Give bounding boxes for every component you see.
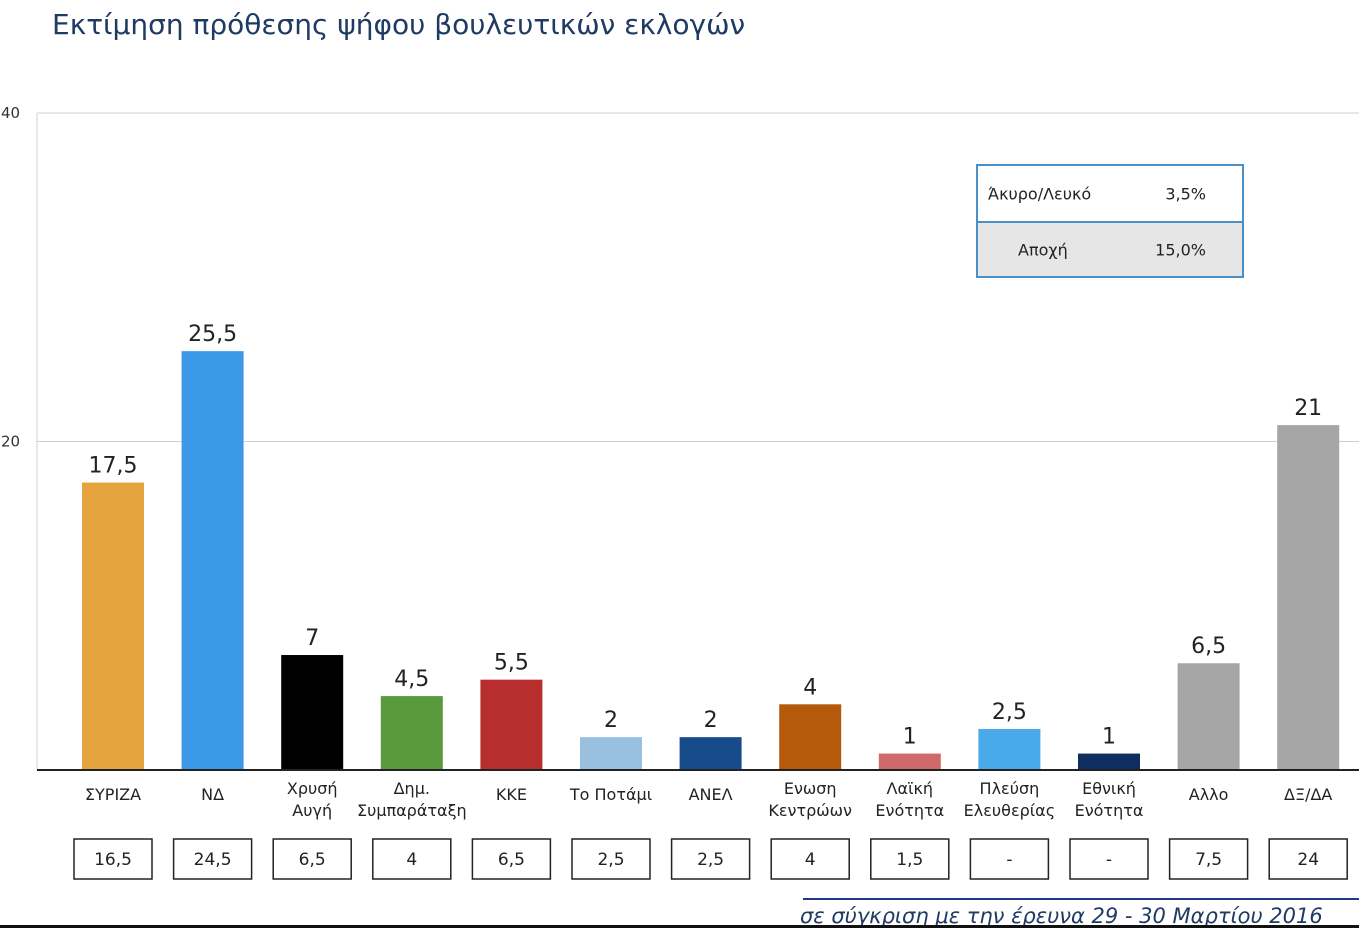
- comparison-value: 1,5: [896, 850, 923, 870]
- bar-value-label: 1: [903, 725, 917, 750]
- category-label: ΝΔ: [201, 785, 224, 804]
- bar-value-label: 21: [1294, 396, 1322, 421]
- comparison-box: [969, 838, 1050, 880]
- footnote-divider: [803, 898, 1359, 900]
- category-label: Ενωση Κεντρώων: [768, 779, 852, 820]
- bar: [281, 655, 344, 770]
- bar: [181, 351, 244, 770]
- info-label: Άκυρο/Λευκό: [988, 184, 1092, 203]
- comparison-box: [670, 838, 751, 880]
- comparison-box: [272, 838, 352, 880]
- bar: [1078, 753, 1140, 770]
- info-value: 15,0%: [1155, 240, 1206, 259]
- comparison-box: [471, 838, 552, 880]
- bar-value-label: 1: [1102, 725, 1116, 750]
- info-label: Αποχή: [1018, 240, 1068, 259]
- comparison-box: [770, 838, 850, 880]
- comparison-box: [571, 838, 651, 880]
- comparison-box: [1069, 838, 1149, 880]
- bar: [1277, 425, 1340, 770]
- comparison-value: 4: [805, 850, 816, 870]
- info-row-invalid: Άκυρο/Λευκό 3,5%: [978, 166, 1242, 223]
- comparison-value: 7,5: [1195, 850, 1222, 870]
- comparison-value: 4: [406, 850, 417, 870]
- info-box: Άκυρο/Λευκό 3,5% Αποχή 15,0%: [976, 164, 1244, 278]
- info-value: 3,5%: [1165, 184, 1206, 203]
- bar: [580, 737, 642, 770]
- comparison-box: [1268, 838, 1348, 880]
- bar: [978, 728, 1041, 770]
- footnote: σε σύγκριση με την έρευνα 29 - 30 Μαρτίο…: [800, 904, 1323, 928]
- category-label: ΚΚΕ: [496, 785, 527, 804]
- category-label: Εθνική Ενότητα: [1075, 779, 1144, 820]
- bar-value-label: 6,5: [1191, 634, 1226, 659]
- category-label: Λαϊκή Ενότητα: [875, 779, 944, 820]
- comparison-box: [870, 838, 950, 880]
- category-label: Χρυσή Αυγή: [287, 779, 338, 820]
- bar-value-label: 5,5: [494, 651, 529, 676]
- category-label: Το Ποτάμι: [569, 785, 652, 804]
- comparison-value: 2,5: [597, 850, 624, 870]
- bar: [1177, 663, 1240, 770]
- comparison-value: 2,5: [697, 850, 724, 870]
- bar: [679, 737, 742, 770]
- category-label: Πλεύση Ελευθερίας: [964, 779, 1055, 820]
- category-label: ΑΝΕΛ: [689, 785, 733, 804]
- bar: [480, 679, 543, 770]
- comparison-value: -: [1006, 850, 1012, 870]
- bar-value-label: 25,5: [188, 322, 237, 347]
- bar-value-label: 17,5: [89, 454, 138, 479]
- comparison-value: 24: [1297, 850, 1319, 870]
- bar-value-label: 2: [604, 708, 618, 733]
- comparison-box: [172, 838, 253, 880]
- info-row-abstention: Αποχή 15,0%: [978, 223, 1242, 276]
- comparison-box: [372, 838, 452, 880]
- category-label: ΔΞ/ΔΑ: [1284, 785, 1332, 804]
- comparison-box: [73, 838, 153, 880]
- bottom-border: [0, 925, 1359, 928]
- bar-value-label: 2: [704, 708, 718, 733]
- category-label: ΣΥΡΙΖΑ: [85, 785, 141, 804]
- bar: [380, 696, 443, 770]
- bar-value-label: 4: [803, 675, 817, 700]
- comparison-value: 16,5: [94, 850, 132, 870]
- category-label: Αλλο: [1189, 785, 1229, 804]
- y-tick-label: 20: [1, 433, 20, 451]
- bar-value-label: 4,5: [394, 667, 429, 692]
- comparison-value: -: [1106, 850, 1112, 870]
- bar-value-label: 7: [305, 626, 319, 651]
- comparison-value: 24,5: [194, 850, 232, 870]
- comparison-box: [1168, 838, 1249, 880]
- bar: [779, 704, 842, 770]
- comparison-value: 6,5: [498, 850, 525, 870]
- bar: [878, 753, 941, 770]
- category-label: Δημ. Συμπαράταξη: [357, 779, 467, 820]
- chart-title: Εκτίμηση πρόθεσης ψήφου βουλευτικών εκλο…: [52, 8, 746, 41]
- y-tick-label: 40: [1, 104, 20, 122]
- bar-value-label: 2,5: [992, 700, 1027, 725]
- comparison-value: 6,5: [299, 850, 326, 870]
- bar: [82, 482, 144, 770]
